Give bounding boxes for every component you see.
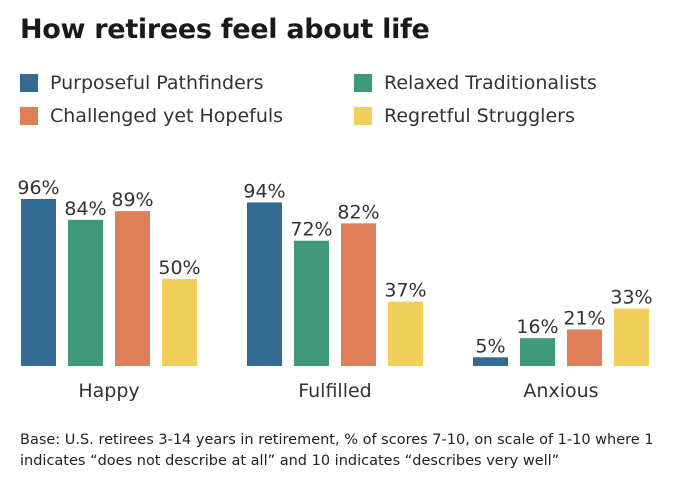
footnote: Base: U.S. retirees 3-14 years in retire…	[20, 432, 654, 469]
data-label: 84%	[64, 198, 106, 220]
bar	[162, 279, 197, 366]
category-label: Anxious	[523, 380, 598, 402]
bar-plot: 96%84% 89% 50% Happy 94%72%82% 37% Fulfilled 5%…	[17, 177, 652, 402]
data-label: 33%	[610, 287, 652, 309]
bar	[21, 198, 56, 366]
bar	[473, 357, 508, 366]
bar	[567, 329, 602, 366]
bar	[247, 202, 282, 366]
legend-swatch	[354, 74, 372, 92]
legend-item: Regretful Strugglers	[354, 105, 575, 127]
data-label: 5%	[475, 335, 505, 357]
data-label: 96%	[17, 177, 59, 199]
bar	[294, 240, 329, 366]
bar	[388, 301, 423, 366]
legend-item: Purposeful Pathfinders	[20, 72, 264, 94]
legend-label: Challenged yet Hopefuls	[50, 105, 284, 127]
legend-item: Relaxed Traditionalists	[354, 72, 597, 94]
bar	[614, 308, 649, 366]
data-label: 94%	[243, 180, 285, 202]
bar	[341, 223, 376, 366]
legend-swatch	[20, 107, 38, 125]
bar	[520, 338, 555, 366]
category-label: Happy	[78, 380, 139, 402]
data-label: 82%	[337, 201, 379, 223]
data-label: 16%	[516, 316, 558, 338]
legend-swatch	[20, 74, 38, 92]
data-label: 72%	[290, 219, 332, 241]
legend-swatch	[354, 107, 372, 125]
bar	[115, 211, 150, 366]
data-label: 21%	[563, 307, 605, 329]
legend-label: Relaxed Traditionalists	[384, 72, 597, 94]
data-label: 50%	[158, 257, 200, 279]
legend-item: Challenged yet Hopefuls	[20, 105, 283, 127]
data-label: 37%	[384, 280, 426, 302]
legend-label: Purposeful Pathfinders	[50, 72, 264, 94]
data-label: 89%	[111, 189, 153, 211]
bar	[68, 219, 103, 366]
category-label: Fulfilled	[298, 380, 372, 402]
legend-label: Regretful Strugglers	[384, 105, 575, 127]
chart-title: How retirees feel about life	[20, 14, 430, 45]
